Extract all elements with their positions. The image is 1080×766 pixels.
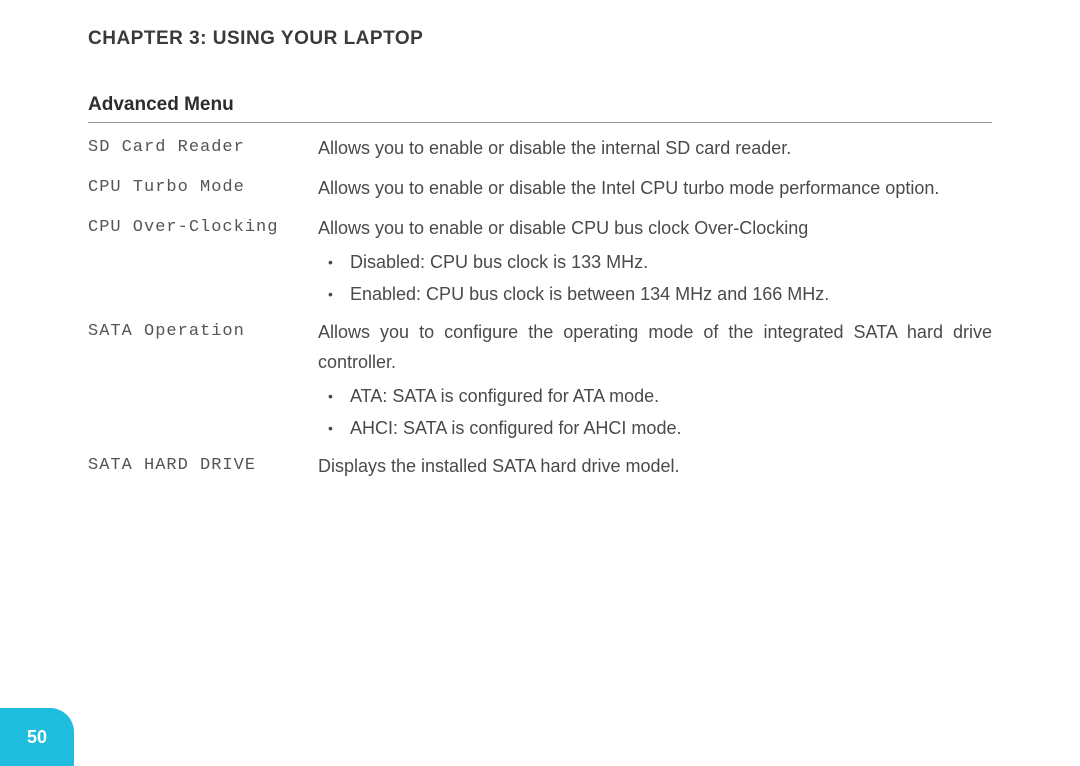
setting-row-sata-operation: SATA Operation Allows you to configure t… xyxy=(88,317,992,445)
setting-bullet-item: ATA: SATA is configured for ATA mode. xyxy=(318,381,992,411)
setting-desc-text: Displays the installed SATA hard drive m… xyxy=(318,451,992,481)
setting-bullet-list: ATA: SATA is configured for ATA mode. AH… xyxy=(318,381,992,443)
section-title: Advanced Menu xyxy=(88,94,992,123)
setting-bullet-item: Enabled: CPU bus clock is between 134 MH… xyxy=(318,279,992,309)
setting-desc-text: Allows you to enable or disable the Inte… xyxy=(318,173,992,203)
setting-row-cpu-over-clocking: CPU Over-Clocking Allows you to enable o… xyxy=(88,213,992,311)
setting-term: SD Card Reader xyxy=(88,133,318,163)
setting-description: Allows you to enable or disable the inte… xyxy=(318,133,992,167)
setting-bullet-list: Disabled: CPU bus clock is 133 MHz. Enab… xyxy=(318,247,992,309)
page-number: 50 xyxy=(27,727,47,748)
setting-bullet-item: Disabled: CPU bus clock is 133 MHz. xyxy=(318,247,992,277)
setting-desc-text: Allows you to enable or disable CPU bus … xyxy=(318,213,992,243)
setting-term: CPU Turbo Mode xyxy=(88,173,318,203)
setting-desc-text: Allows you to configure the operating mo… xyxy=(318,317,992,377)
setting-desc-text: Allows you to enable or disable the inte… xyxy=(318,133,992,163)
chapter-title: CHAPTER 3: USING YOUR LAPTOP xyxy=(88,28,992,50)
setting-description: Allows you to enable or disable the Inte… xyxy=(318,173,992,207)
setting-description: Allows you to configure the operating mo… xyxy=(318,317,992,445)
setting-row-sd-card-reader: SD Card Reader Allows you to enable or d… xyxy=(88,133,992,167)
setting-term: SATA Operation xyxy=(88,317,318,347)
setting-term: SATA HARD DRIVE xyxy=(88,451,318,481)
setting-description: Displays the installed SATA hard drive m… xyxy=(318,451,992,485)
setting-description: Allows you to enable or disable CPU bus … xyxy=(318,213,992,311)
page-number-tab: 50 xyxy=(0,708,74,766)
document-page: CHAPTER 3: USING YOUR LAPTOP Advanced Me… xyxy=(0,0,1080,485)
setting-bullet-item: AHCI: SATA is configured for AHCI mode. xyxy=(318,413,992,443)
setting-term: CPU Over-Clocking xyxy=(88,213,318,243)
setting-row-sata-hard-drive: SATA HARD DRIVE Displays the installed S… xyxy=(88,451,992,485)
setting-row-cpu-turbo-mode: CPU Turbo Mode Allows you to enable or d… xyxy=(88,173,992,207)
